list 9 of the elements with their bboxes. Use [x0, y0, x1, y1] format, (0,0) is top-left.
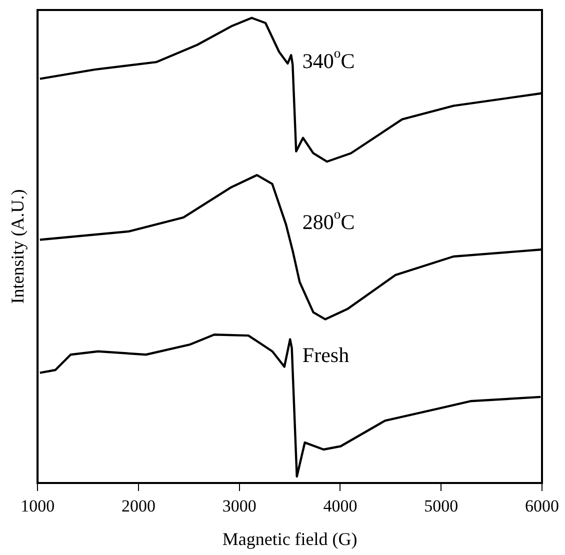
x-tick-label: 6000	[525, 496, 559, 516]
x-tick-label: 1000	[20, 496, 55, 516]
y-axis-title: Intensity (A.U.)	[8, 189, 28, 304]
x-tick-label: 2000	[121, 496, 156, 516]
x-tick-label: 3000	[222, 496, 256, 516]
x-tick-label: 4000	[323, 496, 358, 516]
x-tick-label: 5000	[424, 496, 458, 516]
x-axis-title: Magnetic field (G)	[222, 528, 358, 549]
series-label: Fresh	[302, 343, 350, 368]
